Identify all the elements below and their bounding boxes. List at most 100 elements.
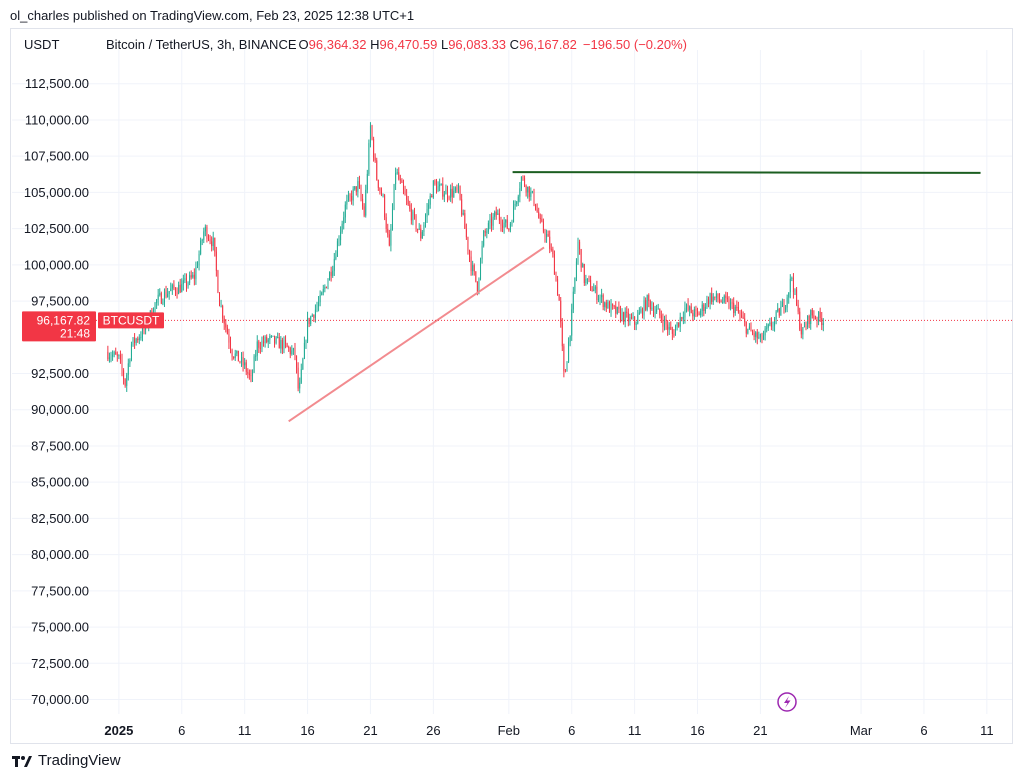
candle-body	[775, 311, 777, 319]
candle-body	[730, 302, 732, 308]
candle-body	[502, 225, 504, 228]
candle-body	[767, 324, 769, 328]
candle-body	[517, 196, 519, 202]
candle-body	[435, 183, 437, 192]
candle-body	[322, 289, 324, 293]
candle-body	[682, 317, 684, 319]
candle-body	[200, 240, 202, 255]
candle-body	[681, 317, 683, 319]
candle-body	[244, 362, 246, 366]
candle-body	[692, 313, 694, 317]
candle-body	[190, 275, 192, 278]
candle-body	[277, 337, 279, 339]
legend-title[interactable]: Bitcoin / TetherUS, 3h, BINANCE	[106, 37, 297, 52]
lightning-icon[interactable]	[777, 692, 797, 712]
candle-body	[461, 199, 463, 215]
candle-body	[807, 315, 809, 328]
candle-body	[454, 187, 456, 191]
candle-body	[805, 326, 807, 328]
candle-body	[571, 309, 573, 336]
candle-body	[264, 336, 266, 344]
candle-body	[561, 322, 563, 347]
y-tick-label: 80,000.00	[31, 547, 89, 562]
candle-body	[613, 305, 615, 307]
candle-body	[700, 310, 702, 316]
candle-body	[690, 306, 692, 314]
candle-body	[310, 316, 312, 325]
legend-high-label: H	[370, 37, 380, 52]
candle-body	[178, 284, 180, 295]
legend-symbol[interactable]: USDT	[24, 37, 60, 52]
candle-body	[610, 303, 612, 313]
candle-body	[791, 277, 793, 279]
candle-body	[303, 342, 305, 359]
candle-body	[302, 358, 304, 370]
candle-body	[171, 284, 173, 289]
resistance-line	[512, 171, 981, 174]
candle-body	[376, 160, 378, 180]
candle-body	[497, 213, 499, 215]
candle-body	[748, 326, 750, 329]
candle-body	[742, 316, 744, 319]
candle-body	[785, 307, 787, 310]
candle-body	[577, 241, 579, 262]
candle-body	[786, 297, 788, 308]
candle-body	[549, 236, 551, 249]
candle-body	[201, 239, 203, 241]
candle-body	[140, 337, 142, 339]
candle-body	[569, 335, 571, 342]
candle-body	[741, 315, 743, 317]
candle-body	[357, 181, 359, 192]
candle-body	[165, 291, 167, 297]
candle-body	[726, 297, 728, 300]
candle-body	[162, 302, 164, 304]
candle-body	[557, 279, 559, 295]
candle-body	[473, 265, 475, 272]
publisher-line: ol_charles published on TradingView.com,…	[10, 8, 415, 23]
candle-body	[481, 245, 483, 260]
candle-body	[475, 271, 477, 282]
candle-body	[347, 195, 349, 201]
legend-close-value: 96,167.82	[519, 37, 577, 52]
candle-body	[167, 293, 169, 297]
candle-body	[572, 291, 574, 310]
candle-body	[731, 302, 733, 304]
candle-body	[399, 179, 401, 181]
candle-body	[296, 355, 298, 368]
candle-body	[252, 372, 254, 376]
candle-body	[115, 352, 117, 355]
footer-brand[interactable]: TradingView	[38, 752, 121, 769]
candle-body	[797, 304, 799, 312]
legend-high-value: 96,470.59	[379, 37, 438, 52]
candle-body	[546, 234, 548, 238]
candle-body	[358, 181, 360, 188]
candle-body	[281, 339, 283, 350]
candle-body	[586, 278, 588, 280]
candle-body	[314, 309, 316, 318]
candle-body	[799, 311, 801, 330]
x-tick-label: 16	[690, 723, 704, 738]
candle-body	[722, 301, 724, 303]
candle-body	[489, 218, 491, 224]
candle-body	[623, 312, 625, 322]
x-tick-label: Feb	[498, 723, 520, 738]
candle-body	[508, 228, 510, 230]
candle-body	[772, 325, 774, 327]
candle-body	[506, 219, 508, 229]
candle-body	[228, 334, 230, 343]
x-tick-label: 6	[178, 723, 185, 738]
candle-body	[368, 143, 370, 174]
candle-body	[524, 178, 526, 186]
candle-body	[590, 279, 592, 291]
candle-body	[409, 204, 411, 209]
candle-body	[413, 211, 415, 216]
candle-body	[341, 223, 343, 232]
candle-body	[113, 352, 115, 355]
candle-body	[745, 322, 747, 334]
ticker-label: BTCUSDT	[103, 313, 160, 327]
candle-body	[207, 238, 209, 240]
candle-body	[258, 341, 260, 348]
candle-body	[259, 347, 261, 349]
candle-body	[715, 293, 717, 298]
